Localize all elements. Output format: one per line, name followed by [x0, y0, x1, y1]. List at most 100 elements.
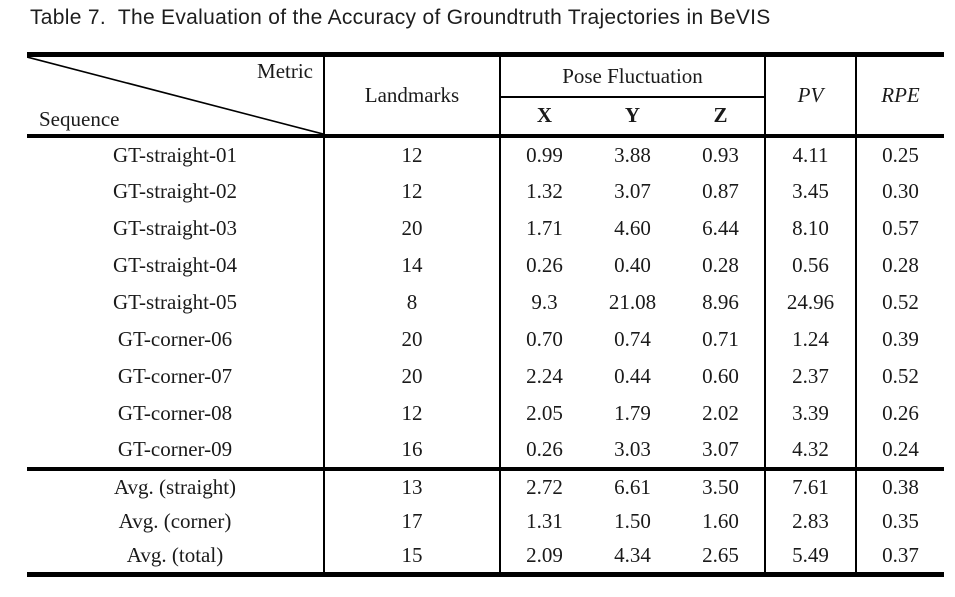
cell-landmarks: 8 — [323, 284, 500, 321]
cell-sequence: Avg. (straight) — [27, 467, 324, 504]
header-row-1: Metric Sequence Landmarks Pose Fluctuati… — [27, 54, 944, 136]
cell-z: 0.60 — [702, 363, 739, 388]
cell-pv: 7.61 — [764, 467, 856, 504]
table-caption: Table 7. The Evaluation of the Accuracy … — [30, 6, 771, 29]
header-z: Z — [713, 103, 728, 128]
cell-sequence: GT-corner-06 — [117, 326, 233, 351]
cell-y: 0.74 — [614, 326, 651, 351]
cell-y: 3.03 — [614, 436, 651, 461]
cell-rpe: 0.26 — [855, 395, 944, 432]
cell-pv: 0.56 — [764, 247, 856, 284]
cell-rpe: 0.30 — [855, 173, 944, 210]
cell-landmarks: 20 — [323, 321, 500, 358]
cell-landmarks: 12 — [323, 173, 500, 210]
cell-sequence: GT-straight-02 — [112, 178, 238, 203]
cell-pv: 4.11 — [764, 134, 856, 173]
table-row: GT-straight-02 12 1.32 3.07 0.87 3.45 0.… — [27, 173, 944, 210]
cell-x: 1.32 — [499, 173, 588, 210]
cell-x: 1.31 — [499, 504, 588, 539]
table-body: GT-straight-01 12 0.99 3.88 0.93 4.11 0.… — [27, 134, 944, 469]
cell-z: 8.96 — [702, 289, 739, 314]
cell-rpe: 0.37 — [855, 539, 944, 574]
cell-pv: 8.10 — [764, 210, 856, 247]
cell-sequence: Avg. (total) — [126, 542, 224, 567]
header-sequence-label: Sequence — [39, 106, 120, 131]
cell-x: 0.26 — [499, 432, 588, 469]
cell-sequence: Avg. (corner) — [118, 508, 232, 533]
cell-sequence: GT-straight-03 — [112, 215, 238, 240]
cell-y: 1.79 — [614, 400, 651, 425]
cell-y: 0.40 — [614, 252, 651, 277]
cell-landmarks: 14 — [323, 247, 500, 284]
cell-y: 4.60 — [614, 215, 651, 240]
cell-y: 6.61 — [588, 467, 677, 504]
table-row: GT-corner-06 20 0.70 0.74 0.71 1.24 0.39 — [27, 321, 944, 358]
table-row: GT-straight-03 20 1.71 4.60 6.44 8.10 0.… — [27, 210, 944, 247]
cell-z: 0.71 — [702, 326, 739, 351]
cell-pv: 3.39 — [764, 395, 856, 432]
cell-x: 2.05 — [499, 395, 588, 432]
cell-sequence: GT-corner-07 — [117, 363, 233, 388]
cell-sequence: GT-corner-08 — [117, 400, 233, 425]
cell-rpe: 0.35 — [855, 504, 944, 539]
cell-y: 4.34 — [614, 542, 651, 567]
cell-landmarks: 16 — [323, 432, 500, 469]
cell-rpe: 0.52 — [855, 284, 944, 321]
cell-x: 0.70 — [499, 321, 588, 358]
cell-x: 1.71 — [499, 210, 588, 247]
cell-y: 21.08 — [608, 289, 657, 314]
header-pv: PV — [764, 54, 856, 136]
table-row: GT-corner-09 16 0.26 3.03 3.07 4.32 0.24 — [27, 432, 944, 469]
cell-sequence: GT-straight-01 — [27, 134, 324, 173]
header-rpe: RPE — [855, 54, 944, 136]
header-row-2: X Y Z — [27, 96, 944, 136]
header-metric-label: Metric — [257, 59, 313, 83]
table-row: GT-corner-08 12 2.05 1.79 2.02 3.39 0.26 — [27, 395, 944, 432]
table-row: GT-straight-01 12 0.99 3.88 0.93 4.11 0.… — [27, 134, 944, 173]
table-header: Metric Sequence Landmarks Pose Fluctuati… — [27, 54, 944, 136]
cell-x: 9.3 — [499, 284, 588, 321]
cell-landmarks: 12 — [323, 395, 500, 432]
cell-z: 2.65 — [702, 542, 739, 567]
table-averages: Avg. (straight) 13 2.72 6.61 3.50 7.61 0… — [27, 467, 944, 574]
header-landmarks: Landmarks — [323, 54, 500, 136]
cell-pv: 1.24 — [764, 321, 856, 358]
cell-pv: 4.32 — [764, 432, 856, 469]
table-row: GT-straight-05 8 9.3 21.08 8.96 24.96 0.… — [27, 284, 944, 321]
cell-sequence: GT-straight-05 — [112, 289, 238, 314]
cell-z: 1.60 — [702, 508, 739, 533]
cell-z: 3.50 — [677, 467, 765, 504]
cell-rpe: 0.24 — [855, 432, 944, 469]
cell-landmarks: 17 — [323, 504, 500, 539]
cell-pv: 2.83 — [764, 504, 856, 539]
cell-x: 2.72 — [499, 467, 588, 504]
cell-landmarks: 13 — [323, 467, 500, 504]
cell-y: 1.50 — [614, 508, 651, 533]
header-y: Y — [624, 103, 641, 128]
header-pose-fluctuation: Pose Fluctuation — [499, 54, 765, 98]
table-row-avg: Avg. (corner) 17 1.31 1.50 1.60 2.83 0.3… — [27, 504, 944, 539]
cell-x: 0.99 — [499, 134, 588, 173]
cell-landmarks: 12 — [323, 134, 500, 173]
diagonal-header-cell: Metric Sequence — [27, 55, 324, 137]
cell-z: 0.93 — [677, 134, 765, 173]
cell-x: 0.26 — [499, 247, 588, 284]
cell-x: 2.09 — [499, 539, 588, 574]
cell-pv: 3.45 — [764, 173, 856, 210]
table-row-avg: Avg. (straight) 13 2.72 6.61 3.50 7.61 0… — [27, 467, 944, 504]
cell-z: 2.02 — [702, 400, 739, 425]
cell-y: 0.44 — [614, 363, 651, 388]
cell-x: 2.24 — [499, 358, 588, 395]
cell-rpe: 0.57 — [855, 210, 944, 247]
cell-pv: 5.49 — [764, 539, 856, 574]
cell-rpe: 0.38 — [855, 467, 944, 504]
cell-z: 0.28 — [702, 252, 739, 277]
table-row: GT-corner-07 20 2.24 0.44 0.60 2.37 0.52 — [27, 358, 944, 395]
cell-pv: 2.37 — [764, 358, 856, 395]
cell-z: 6.44 — [702, 215, 739, 240]
cell-landmarks: 20 — [323, 210, 500, 247]
cell-y: 3.88 — [588, 134, 677, 173]
header-x: X — [499, 96, 588, 136]
cell-z: 0.87 — [702, 178, 739, 203]
